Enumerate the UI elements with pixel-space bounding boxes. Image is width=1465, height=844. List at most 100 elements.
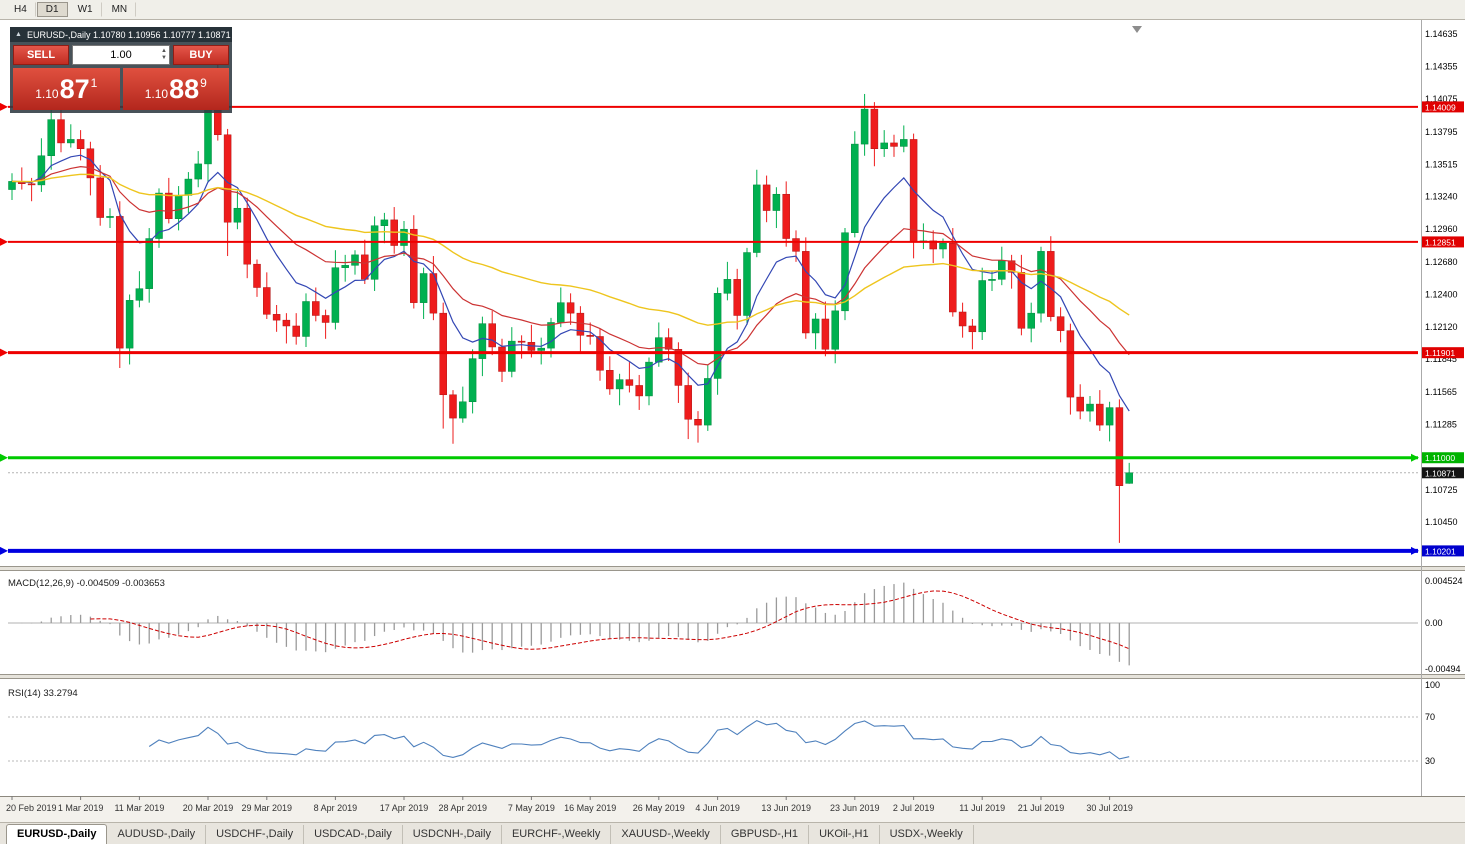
buy-price-pipette: 9 xyxy=(200,75,207,90)
price-badge xyxy=(1422,236,1464,248)
level-left-arrow-icon xyxy=(0,348,8,357)
ma-mid-line xyxy=(11,165,1130,366)
spin-down-icon[interactable]: ▼ xyxy=(161,55,167,61)
svg-text:30: 30 xyxy=(1425,756,1435,766)
chart-tab-usdcad-daily[interactable]: USDCAD-,Daily xyxy=(304,825,403,844)
chart-title-bar[interactable]: ▲ EURUSD-,Daily 1.10780 1.10956 1.10777 … xyxy=(10,27,232,42)
chart-tab-usdcnh-daily[interactable]: USDCNH-,Daily xyxy=(403,825,502,844)
level-left-arrow-icon xyxy=(0,453,8,462)
svg-text:28 Apr 2019: 28 Apr 2019 xyxy=(439,803,488,813)
volume-input[interactable]: 1.00 ▲ ▼ xyxy=(72,45,170,65)
svg-text:17 Apr 2019: 17 Apr 2019 xyxy=(380,803,429,813)
svg-text:11 Mar 2019: 11 Mar 2019 xyxy=(114,803,164,813)
svg-text:0.00: 0.00 xyxy=(1425,618,1443,628)
svg-text:23 Jun 2019: 23 Jun 2019 xyxy=(830,803,880,813)
svg-text:1.14009: 1.14009 xyxy=(1425,102,1456,112)
svg-text:1.11000: 1.11000 xyxy=(1425,453,1455,463)
buy-price-big: 88 xyxy=(169,73,200,104)
timeframe-button-w1[interactable]: W1 xyxy=(69,2,102,17)
sell-price-button[interactable]: 1.10 87 1 xyxy=(13,68,120,110)
price-chart-canvas[interactable]: 1.14635 1.14355 1.14075 1.13795 1.13515 1.132… xyxy=(0,20,1465,822)
svg-text:1.12851: 1.12851 xyxy=(1425,237,1456,247)
ma-slow-line xyxy=(11,173,1130,326)
volume-value: 1.00 xyxy=(110,49,132,61)
sell-price-pipette: 1 xyxy=(90,75,98,90)
svg-text:30 Jul 2019: 30 Jul 2019 xyxy=(1086,803,1133,813)
svg-text:13 Jun 2019: 13 Jun 2019 xyxy=(761,803,811,813)
timeframe-toolbar: H4 D1 W1 MN xyxy=(0,0,1465,20)
svg-text:1.11901: 1.11901 xyxy=(1425,348,1455,358)
buy-price-prefix: 1.10 xyxy=(144,86,169,101)
svg-text:1.10871: 1.10871 xyxy=(1425,468,1456,478)
buy-button[interactable]: BUY xyxy=(173,45,229,65)
svg-text:100: 100 xyxy=(1425,680,1440,690)
price-badge xyxy=(1422,545,1464,557)
svg-text:1 Mar 2019: 1 Mar 2019 xyxy=(58,803,104,813)
svg-text:1.14635: 1.14635 xyxy=(1425,29,1458,39)
svg-text:11 Jul 2019: 11 Jul 2019 xyxy=(959,803,1005,813)
timeframe-button-h4[interactable]: H4 xyxy=(5,2,36,17)
chart-tab-xauusd-weekly[interactable]: XAUUSD-,Weekly xyxy=(611,825,721,844)
svg-text:1.12120: 1.12120 xyxy=(1425,322,1458,332)
svg-text:8 Apr 2019: 8 Apr 2019 xyxy=(314,803,358,813)
level-left-arrow-icon xyxy=(0,237,8,246)
svg-text:1.13240: 1.13240 xyxy=(1425,192,1458,202)
svg-text:20 Feb 2019: 20 Feb 2019 xyxy=(6,803,57,813)
one-click-trading-panel: ▲ EURUSD-,Daily 1.10780 1.10956 1.10777 … xyxy=(10,27,232,113)
sell-price-prefix: 1.10 xyxy=(35,86,59,101)
svg-text:1.14075: 1.14075 xyxy=(1425,94,1458,104)
svg-text:1.11565: 1.11565 xyxy=(1425,387,1457,397)
macd-panel: MACD(12,26,9) -0.004509 -0.003653 0.00452… xyxy=(8,576,1463,674)
rsi-label: RSI(14) 33.2794 xyxy=(8,688,78,699)
chart-tab-audusd-daily[interactable]: AUDUSD-,Daily xyxy=(107,825,207,844)
svg-text:1.10201: 1.10201 xyxy=(1425,546,1456,556)
spin-up-icon[interactable]: ▲ xyxy=(161,48,167,54)
timeframe-button-mn[interactable]: MN xyxy=(103,2,137,17)
chart-tab-usdchf-daily[interactable]: USDCHF-,Daily xyxy=(206,825,305,844)
panel-frames xyxy=(0,20,1465,822)
svg-text:1.12680: 1.12680 xyxy=(1425,257,1458,267)
price-badge xyxy=(1422,347,1464,359)
collapse-icon[interactable]: ▲ xyxy=(15,31,22,38)
chart-tab-eurusd-daily[interactable]: EURUSD-,Daily xyxy=(6,824,108,844)
chart-tab-gbpusd-h1[interactable]: GBPUSD-,H1 xyxy=(721,825,810,844)
timeframe-button-d1[interactable]: D1 xyxy=(36,2,68,17)
price-badge xyxy=(1422,452,1464,464)
date-axis: 20 Feb 2019 1 Mar 2019 11 Mar 2019 20 Mar 2… xyxy=(6,796,1133,813)
svg-text:29 Mar 2019: 29 Mar 2019 xyxy=(242,803,293,813)
macd-label: MACD(12,26,9) -0.004509 -0.003653 xyxy=(8,578,165,589)
svg-text:1.12400: 1.12400 xyxy=(1425,290,1458,300)
svg-text:4 Jun 2019: 4 Jun 2019 xyxy=(695,803,740,813)
price-axis: 1.14635 1.14355 1.14075 1.13795 1.13515 1.132… xyxy=(1422,29,1464,557)
rsi-panel: RSI(14) 33.2794 100 70 30 xyxy=(8,680,1440,766)
svg-text:26 May 2019: 26 May 2019 xyxy=(633,803,685,813)
candles xyxy=(8,63,1133,543)
price-badge xyxy=(1422,101,1464,113)
chart-tab-eurchf-weekly[interactable]: EURCHF-,Weekly xyxy=(502,825,612,844)
svg-text:21 Jul 2019: 21 Jul 2019 xyxy=(1018,803,1065,813)
svg-text:1.12960: 1.12960 xyxy=(1425,224,1458,234)
chart-tabs-bar: EURUSD-,Daily AUDUSD-,Daily USDCHF-,Daily U… xyxy=(0,822,1465,844)
chart-tab-ukoil-h1[interactable]: UKOil-,H1 xyxy=(809,825,880,844)
svg-text:1.13795: 1.13795 xyxy=(1425,127,1458,137)
svg-text:-0.00494: -0.00494 xyxy=(1425,664,1461,674)
svg-text:7 May 2019: 7 May 2019 xyxy=(508,803,555,813)
chart-window: 1.14635 1.14355 1.14075 1.13795 1.13515 1.132… xyxy=(0,20,1465,822)
svg-text:1.11285: 1.11285 xyxy=(1425,420,1457,430)
svg-text:70: 70 xyxy=(1425,712,1435,722)
chart-shift-marker xyxy=(1132,26,1142,33)
level-left-arrow-icon xyxy=(0,546,8,555)
one-click-body: SELL 1.00 ▲ ▼ BUY 1.10 87 1 1.10 88 9 xyxy=(10,42,232,113)
horizontal-levels xyxy=(0,102,1419,555)
svg-text:0.004524: 0.004524 xyxy=(1425,576,1463,586)
chart-tab-usdx-weekly[interactable]: USDX-,Weekly xyxy=(880,825,974,844)
volume-spinner[interactable]: ▲ ▼ xyxy=(161,48,167,62)
sell-button[interactable]: SELL xyxy=(13,45,69,65)
buy-price-button[interactable]: 1.10 88 9 xyxy=(122,68,229,110)
level-left-arrow-icon xyxy=(0,102,8,111)
svg-text:1.11845: 1.11845 xyxy=(1425,354,1457,364)
svg-text:1.10725: 1.10725 xyxy=(1425,485,1458,495)
svg-text:1.13515: 1.13515 xyxy=(1425,159,1458,169)
svg-text:16 May 2019: 16 May 2019 xyxy=(564,803,616,813)
chart-title-ohlc: EURUSD-,Daily 1.10780 1.10956 1.10777 1.… xyxy=(26,29,231,40)
